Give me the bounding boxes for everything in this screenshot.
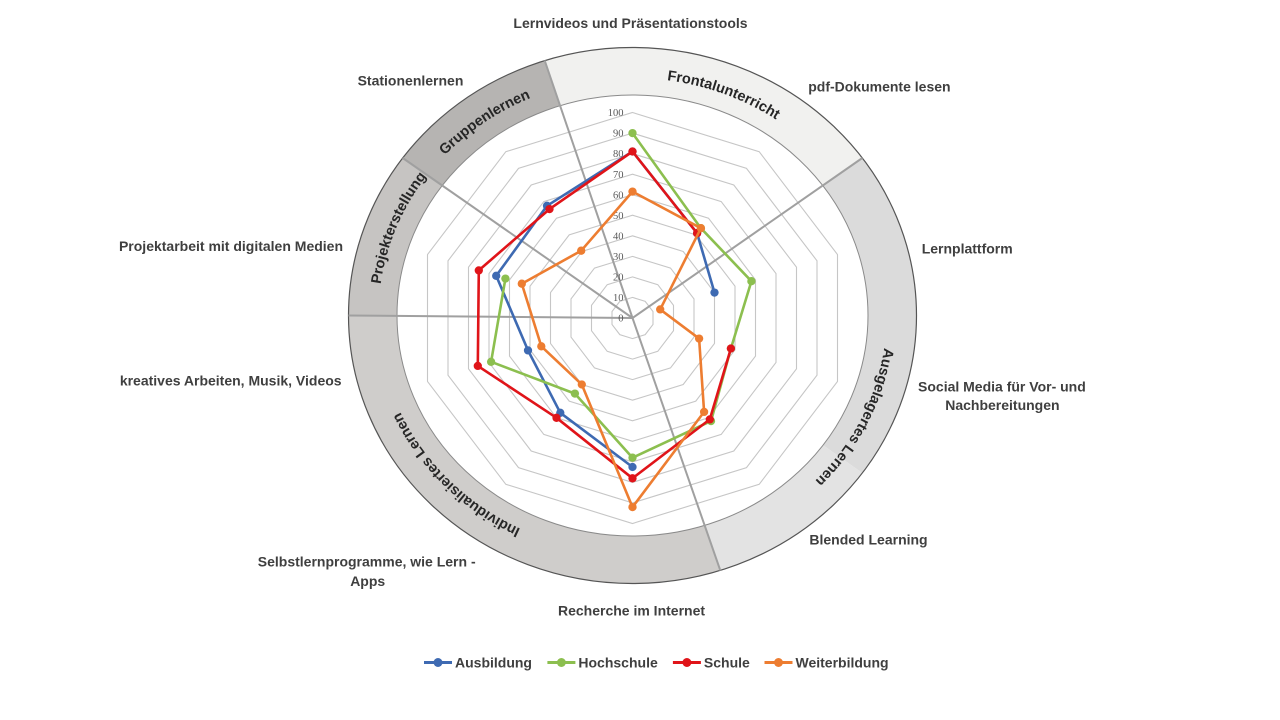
svg-text:Apps: Apps [350, 573, 385, 589]
svg-text:kreatives Arbeiten, Musik, Vid: kreatives Arbeiten, Musik, Videos [120, 373, 342, 389]
svg-text:Stationenlernen: Stationenlernen [358, 72, 464, 88]
svg-text:Nachbereitungen: Nachbereitungen [945, 397, 1059, 413]
svg-text:Selbstlernprogramme, wie Lern: Selbstlernprogramme, wie Lern - [258, 554, 476, 570]
svg-text:50: 50 [613, 211, 624, 222]
svg-text:Lernvideos und Präsentationsto: Lernvideos und Präsentationstools [513, 15, 747, 31]
svg-text:Recherche im Internet: Recherche im Internet [558, 602, 705, 618]
svg-text:pdf-Dokumente lesen: pdf-Dokumente lesen [808, 79, 950, 95]
svg-text:80: 80 [613, 149, 624, 160]
svg-text:70: 70 [613, 170, 624, 181]
svg-text:30: 30 [613, 252, 624, 263]
svg-text:0: 0 [618, 314, 623, 325]
svg-text:Schule: Schule [704, 654, 750, 670]
svg-text:Ausbildung: Ausbildung [455, 654, 532, 670]
svg-text:40: 40 [613, 231, 624, 242]
svg-text:10: 10 [613, 293, 624, 304]
svg-text:60: 60 [613, 190, 624, 201]
svg-text:Blended Learning: Blended Learning [809, 531, 927, 547]
svg-text:Lernplattform: Lernplattform [922, 240, 1013, 256]
svg-text:100: 100 [608, 108, 624, 119]
svg-text:Weiterbildung: Weiterbildung [796, 654, 889, 670]
svg-text:Hochschule: Hochschule [578, 654, 658, 670]
svg-text:Projektarbeit mit digitalen Me: Projektarbeit mit digitalen Medien [119, 238, 343, 254]
svg-text:90: 90 [613, 129, 624, 140]
svg-text:20: 20 [613, 273, 624, 284]
svg-text:Social Media für Vor- und: Social Media für Vor- und [918, 379, 1086, 395]
